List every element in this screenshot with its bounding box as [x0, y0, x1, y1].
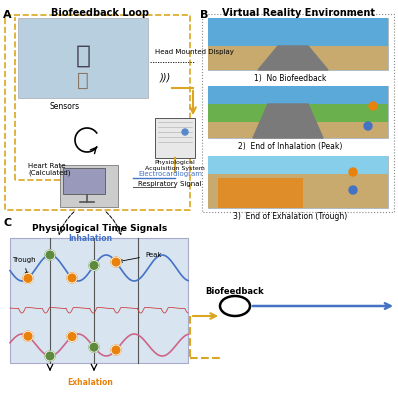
Text: 3)  End of Exhalation (Trough): 3) End of Exhalation (Trough)	[233, 212, 347, 221]
Text: Head Mounted Display: Head Mounted Display	[155, 49, 234, 55]
Bar	[155, 118, 195, 158]
Circle shape	[349, 186, 357, 194]
Bar	[208, 156, 388, 174]
Bar	[63, 168, 105, 194]
Circle shape	[45, 351, 55, 361]
Circle shape	[364, 122, 372, 130]
Text: C: C	[3, 218, 11, 228]
Circle shape	[67, 273, 77, 283]
Circle shape	[23, 331, 33, 341]
Bar	[10, 238, 188, 363]
Bar	[208, 122, 388, 138]
Polygon shape	[253, 104, 323, 138]
Bar	[18, 18, 148, 98]
Bar	[208, 18, 388, 70]
Bar	[60, 165, 118, 207]
Text: Respiratory Signal: Respiratory Signal	[138, 181, 201, 187]
Text: Physiological
Acquisition System: Physiological Acquisition System	[145, 160, 205, 171]
Text: 1)  No Biofeedback: 1) No Biofeedback	[254, 74, 326, 83]
Bar	[208, 86, 388, 138]
Circle shape	[111, 345, 121, 355]
Text: Electrocardiogram: Electrocardiogram	[138, 171, 202, 177]
Text: Exhalation: Exhalation	[67, 378, 113, 387]
Circle shape	[45, 250, 55, 260]
Text: Heart Rate
(Calculated): Heart Rate (Calculated)	[28, 163, 70, 176]
Text: Peak: Peak	[120, 252, 162, 262]
Bar	[218, 178, 303, 208]
Text: Virtual Reality Environment: Virtual Reality Environment	[222, 8, 375, 18]
Text: Trough: Trough	[12, 257, 36, 275]
Text: Physiological Time Signals: Physiological Time Signals	[32, 224, 168, 233]
Polygon shape	[258, 46, 328, 70]
Circle shape	[89, 260, 99, 270]
Text: ))): )))	[160, 73, 171, 83]
Bar	[5, 15, 190, 210]
Circle shape	[349, 168, 357, 176]
Circle shape	[182, 129, 188, 135]
Bar	[208, 174, 388, 208]
Circle shape	[23, 273, 33, 283]
Bar	[208, 46, 388, 70]
Circle shape	[67, 332, 77, 342]
Bar	[208, 18, 388, 46]
Bar	[208, 156, 388, 208]
Circle shape	[111, 257, 121, 267]
Text: A: A	[3, 10, 12, 20]
Bar	[208, 104, 388, 138]
Text: B: B	[200, 10, 209, 20]
Text: Biofeedback: Biofeedback	[206, 287, 264, 296]
Circle shape	[369, 102, 377, 110]
Circle shape	[89, 342, 99, 352]
Text: 🪑: 🪑	[77, 70, 89, 90]
Text: Sensors: Sensors	[50, 102, 80, 111]
Text: Inhalation: Inhalation	[68, 234, 112, 243]
Bar	[208, 86, 388, 104]
Text: 2)  End of Inhalation (Peak): 2) End of Inhalation (Peak)	[238, 142, 342, 151]
Text: Biofeedback Loop: Biofeedback Loop	[51, 8, 149, 18]
Bar	[202, 14, 394, 212]
Text: 👤: 👤	[76, 44, 90, 68]
